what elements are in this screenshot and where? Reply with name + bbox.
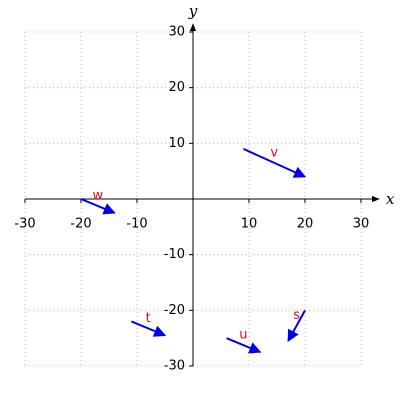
vector-arrow: [80, 198, 116, 215]
vector-label: v: [270, 145, 278, 160]
x-tick-label: 20: [297, 217, 314, 232]
axes: -30 -20 -10 10 20 30 -30 -20 -10 10 20 30 x y: [14, 2, 395, 374]
vector-arrow: [287, 309, 306, 343]
x-tick-label: -30: [14, 217, 35, 232]
vector-label: s: [293, 308, 300, 323]
vector-label: u: [239, 328, 247, 343]
x-tick-label: 30: [353, 217, 370, 232]
vector-arrow: [242, 147, 307, 178]
y-tick-label: -30: [164, 359, 185, 374]
y-axis-label: y: [188, 2, 198, 20]
x-axis-label: x: [386, 190, 395, 208]
vector-label: w: [92, 188, 103, 203]
y-tick-label: -20: [164, 303, 185, 318]
x-tick-label: -10: [126, 217, 147, 232]
y-tick-label: -10: [164, 247, 185, 262]
vectors: v w t u s: [80, 145, 307, 354]
vector-arrow: [226, 337, 262, 354]
y-tick-label: 10: [168, 136, 185, 151]
x-tick-label: -20: [70, 217, 91, 232]
vector-label: t: [146, 311, 151, 326]
x-tick-label: 10: [241, 217, 258, 232]
y-tick-label: 30: [168, 25, 185, 40]
vector-arrow: [131, 320, 167, 337]
y-tick-label: 20: [168, 80, 185, 95]
